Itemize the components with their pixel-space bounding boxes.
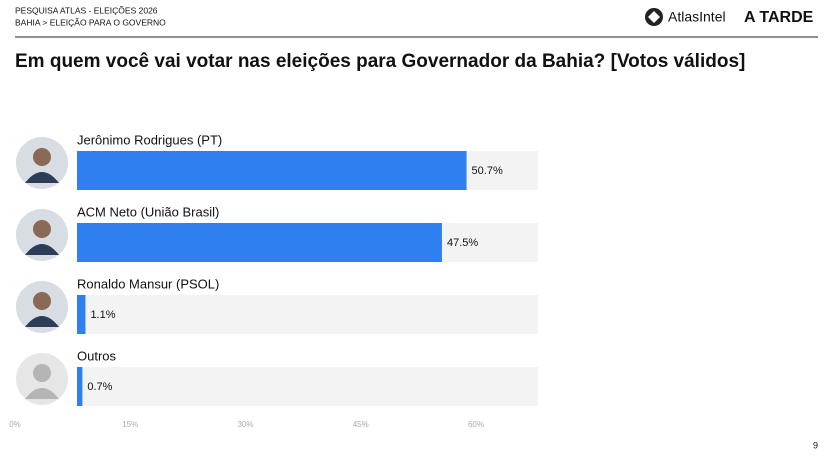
value-label: 0.7%	[87, 381, 112, 393]
bar-track	[77, 367, 538, 406]
avatar-head	[33, 292, 51, 310]
bar	[77, 367, 83, 406]
avatar-body	[25, 316, 59, 327]
category-label: Outros	[77, 348, 117, 363]
atlas-logo-icon	[645, 8, 663, 26]
avatar-head	[33, 220, 51, 238]
header-line1: PESQUISA ATLAS - ELEIÇÕES 2026	[15, 5, 158, 15]
x-tick-label: 15%	[122, 420, 138, 429]
bar	[77, 295, 86, 334]
logo-atarde: A TARDE	[744, 9, 814, 26]
bar-track	[77, 295, 538, 334]
value-label: 47.5%	[447, 237, 478, 249]
avatar-body	[25, 172, 59, 183]
chart-title: Em quem você vai votar nas eleições para…	[15, 51, 745, 72]
category-label: ACM Neto (União Brasil)	[77, 204, 219, 219]
avatar-head	[33, 148, 51, 166]
category-label: Ronaldo Mansur (PSOL)	[77, 276, 219, 291]
x-tick-label: 60%	[468, 420, 484, 429]
value-label: 50.7%	[472, 165, 503, 177]
category-label: Jerônimo Rodrigues (PT)	[77, 132, 222, 147]
avatar-body	[25, 388, 59, 399]
page-number: 9	[813, 440, 818, 450]
avatar-body	[25, 244, 59, 255]
header-line2: BAHIA > ELEIÇÃO PARA O GOVERNO	[15, 17, 166, 27]
avatar-head	[33, 364, 51, 382]
bar	[77, 151, 467, 190]
x-tick-label: 45%	[353, 420, 369, 429]
x-tick-label: 0%	[9, 420, 21, 429]
logo-atlasintel: AtlasIntel	[668, 9, 726, 25]
value-label: 1.1%	[90, 309, 115, 321]
x-tick-label: 30%	[237, 420, 253, 429]
bar	[77, 223, 442, 262]
